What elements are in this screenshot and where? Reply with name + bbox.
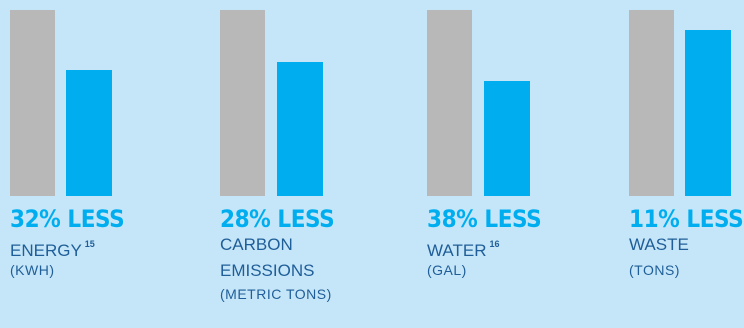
headline-water: 38% LESS xyxy=(427,205,542,233)
label-carbon-line2: EMISSIONS xyxy=(220,261,315,280)
label-waste: WASTE xyxy=(629,235,689,254)
chart-panel-energy: 32% LESS ENERGY 15 (KWH) xyxy=(10,0,200,328)
label-energy-text: ENERGY xyxy=(10,241,82,260)
bar-baseline-waste xyxy=(629,10,674,196)
chart-panel-water: 38% LESS WATER 16 (GAL) xyxy=(427,0,617,328)
label-energy: ENERGY 15 xyxy=(10,233,95,262)
label-carbon-line1: CARBON xyxy=(220,235,293,254)
headline-energy: 32% LESS xyxy=(10,205,125,233)
headline-carbon: 28% LESS xyxy=(220,205,335,233)
footnote-water: 16 xyxy=(489,239,500,249)
chart-panel-waste: 11% LESS WASTE (TONS) xyxy=(629,0,744,328)
unit-water: (GAL) xyxy=(427,262,467,278)
bar-baseline-energy xyxy=(10,10,55,196)
bar-reduced-energy xyxy=(66,70,112,196)
chart-panel-carbon: 28% LESS CARBON EMISSIONS (METRIC TONS) xyxy=(220,0,410,328)
headline-waste: 11% LESS xyxy=(629,205,744,233)
unit-waste: (TONS) xyxy=(629,262,680,278)
unit-energy: (KWH) xyxy=(10,262,55,278)
bar-reduced-carbon xyxy=(277,62,323,196)
label-water-text: WATER xyxy=(427,241,487,260)
bar-baseline-water xyxy=(427,10,472,196)
bar-reduced-water xyxy=(484,81,530,196)
bar-baseline-carbon xyxy=(220,10,265,196)
bar-reduced-waste xyxy=(685,30,731,196)
unit-carbon: (METRIC TONS) xyxy=(220,286,332,302)
label-water: WATER 16 xyxy=(427,233,500,262)
footnote-energy: 15 xyxy=(84,239,95,249)
